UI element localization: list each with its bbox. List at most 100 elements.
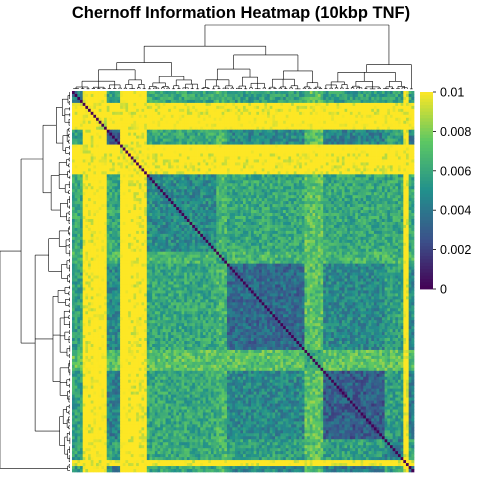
heatmap-cell	[264, 165, 267, 168]
heatmap-cell	[307, 109, 310, 112]
heatmap-cell	[374, 139, 377, 142]
heatmap-cell	[379, 109, 382, 112]
heatmap-cell	[163, 136, 166, 139]
heatmap-cell	[238, 154, 241, 157]
heatmap-cell	[353, 100, 356, 103]
heatmap-cell	[144, 100, 147, 103]
heatmap-cell	[248, 183, 251, 186]
heatmap-cell	[141, 121, 144, 124]
heatmap-cell	[91, 106, 94, 109]
heatmap-cell	[75, 115, 78, 118]
heatmap-cell	[361, 139, 364, 142]
heatmap-cell	[361, 100, 364, 103]
heatmap-cell	[256, 189, 259, 192]
heatmap-cell	[166, 133, 169, 136]
heatmap-cell	[216, 168, 219, 171]
heatmap-cell	[299, 177, 302, 180]
heatmap-cell	[187, 165, 190, 168]
heatmap-cell	[363, 151, 366, 154]
heatmap-cell	[131, 142, 134, 145]
heatmap-cell	[160, 156, 163, 159]
heatmap-cell	[342, 103, 345, 106]
heatmap-cell	[280, 94, 283, 97]
heatmap-cell	[363, 174, 366, 177]
heatmap-cell	[382, 186, 385, 189]
heatmap-cell	[366, 97, 369, 100]
heatmap-cell	[171, 151, 174, 154]
heatmap-cell	[401, 148, 404, 151]
heatmap-cell	[296, 103, 299, 106]
heatmap-cell	[155, 171, 158, 174]
heatmap-cell	[315, 156, 318, 159]
heatmap-cell	[251, 183, 254, 186]
heatmap-cell	[219, 151, 222, 154]
heatmap-cell	[259, 154, 262, 157]
heatmap-cell	[227, 100, 230, 103]
heatmap-cell	[347, 109, 350, 112]
heatmap-cell	[195, 177, 198, 180]
heatmap-cell	[318, 112, 321, 115]
heatmap-cell	[75, 139, 78, 142]
heatmap-cell	[80, 174, 83, 177]
heatmap-cell	[262, 174, 265, 177]
heatmap-cell	[136, 94, 139, 97]
heatmap-cell	[174, 165, 177, 168]
heatmap-cell	[401, 177, 404, 180]
heatmap-cell	[315, 174, 318, 177]
heatmap-cell	[278, 180, 281, 183]
heatmap-cell	[163, 165, 166, 168]
heatmap-cell	[278, 127, 281, 130]
heatmap-cell	[369, 162, 372, 165]
heatmap-cell	[307, 112, 310, 115]
heatmap-cell	[174, 100, 177, 103]
heatmap-cell	[278, 186, 281, 189]
heatmap-cell	[147, 156, 150, 159]
heatmap-cell	[304, 168, 307, 171]
heatmap-cell	[240, 109, 243, 112]
heatmap-cell	[275, 118, 278, 121]
heatmap-cell	[120, 186, 123, 189]
heatmap-cell	[214, 148, 217, 151]
heatmap-cell	[216, 121, 219, 124]
heatmap-cell	[77, 127, 80, 130]
heatmap-cell	[267, 142, 270, 145]
heatmap-cell	[216, 142, 219, 145]
heatmap-cell	[288, 159, 291, 162]
heatmap-cell	[168, 145, 171, 148]
heatmap-cell	[259, 142, 262, 145]
heatmap-cell	[323, 189, 326, 192]
heatmap-cell	[318, 165, 321, 168]
heatmap-cell	[101, 97, 104, 100]
heatmap-cell	[171, 154, 174, 157]
heatmap-cell	[182, 100, 185, 103]
heatmap-cell	[296, 145, 299, 148]
heatmap-cell	[176, 189, 179, 192]
heatmap-cell	[208, 106, 211, 109]
heatmap-cell	[206, 109, 209, 112]
heatmap-cell	[203, 133, 206, 136]
heatmap-cell	[409, 177, 412, 180]
heatmap-cell	[329, 151, 332, 154]
heatmap-cell	[379, 159, 382, 162]
heatmap-cell	[187, 183, 190, 186]
heatmap-cell	[369, 109, 372, 112]
heatmap-cell	[93, 171, 96, 174]
heatmap-cell	[312, 145, 315, 148]
heatmap-cell	[240, 118, 243, 121]
heatmap-cell	[109, 133, 112, 136]
heatmap-cell	[88, 109, 91, 112]
heatmap-cell	[147, 151, 150, 154]
heatmap-cell	[369, 130, 372, 133]
heatmap-cell	[216, 174, 219, 177]
heatmap-cell	[152, 186, 155, 189]
heatmap-cell	[331, 142, 334, 145]
heatmap-cell	[310, 94, 313, 97]
heatmap-cell	[224, 183, 227, 186]
heatmap-cell	[251, 180, 254, 183]
heatmap-cell	[158, 168, 161, 171]
heatmap-cell	[278, 97, 281, 100]
heatmap-cell	[179, 112, 182, 115]
heatmap-cell	[99, 165, 102, 168]
heatmap-cell	[93, 106, 96, 109]
heatmap-cell	[299, 174, 302, 177]
